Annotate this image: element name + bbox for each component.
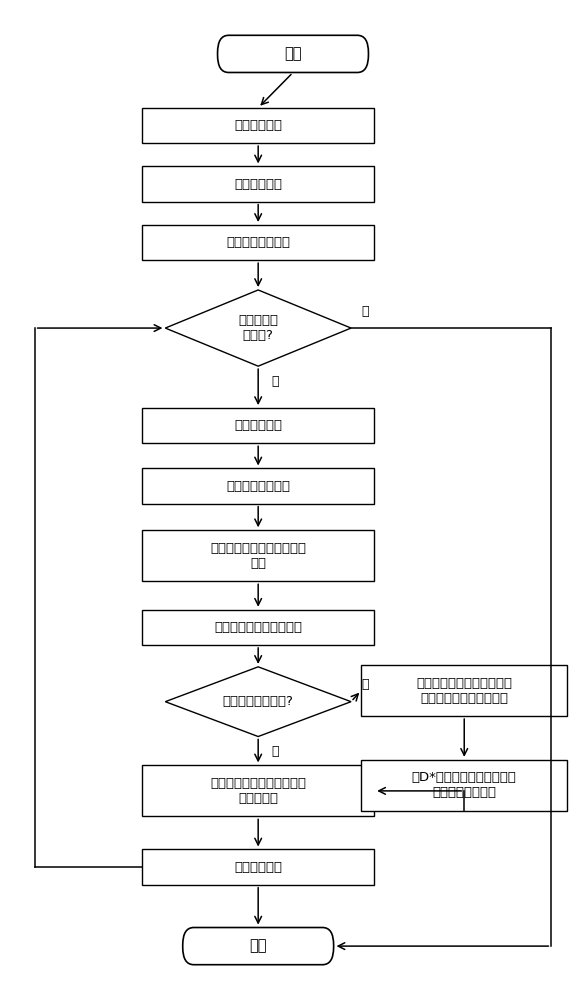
Bar [142, 108, 374, 143]
Bar [142, 166, 374, 202]
Text: 结束: 结束 [250, 939, 267, 954]
Text: 用生物激励神经网络模型决
策下一位置: 用生物激励神经网络模型决 策下一位置 [210, 777, 306, 805]
Text: 构建栅格地图: 构建栅格地图 [234, 119, 282, 132]
Text: 移动到新位置: 移动到新位置 [234, 861, 282, 874]
Text: 是: 是 [362, 678, 369, 691]
Bar [361, 665, 567, 716]
Text: 更新神经元活性值分布图: 更新神经元活性值分布图 [214, 621, 302, 634]
Text: 用D*算法规划当前位置到目
标位置的最短路径: 用D*算法规划当前位置到目 标位置的最短路径 [412, 771, 517, 799]
FancyBboxPatch shape [183, 928, 333, 965]
Text: 读取激光测距数据: 读取激光测距数据 [226, 480, 290, 493]
Bar [361, 760, 567, 811]
Bar [142, 849, 374, 885]
Bar [142, 468, 374, 504]
Bar [142, 408, 374, 443]
Bar [142, 225, 374, 260]
Text: 判断是否陷入死锁?: 判断是否陷入死锁? [223, 695, 294, 708]
Polygon shape [165, 290, 351, 366]
Text: 初始化神经元活性: 初始化神经元活性 [226, 236, 290, 249]
Bar [142, 530, 374, 581]
Text: 判断队列是
否为空?: 判断队列是 否为空? [238, 314, 278, 342]
Text: 是: 是 [362, 305, 369, 318]
FancyBboxPatch shape [217, 35, 369, 72]
Text: 找节点队列中距离当前时间
最近的节点作为目标位置: 找节点队列中距离当前时间 最近的节点作为目标位置 [416, 677, 512, 705]
Bar [142, 765, 374, 816]
Text: 否: 否 [272, 375, 280, 388]
Text: 更新节点队列: 更新节点队列 [234, 419, 282, 432]
Text: 否: 否 [272, 745, 280, 758]
Bar [142, 610, 374, 645]
Text: 构建节点队列: 构建节点队列 [234, 178, 282, 191]
Polygon shape [165, 667, 351, 737]
Text: 开始: 开始 [284, 46, 302, 61]
Text: 转化成环境中障碍物的栅格
坐标: 转化成环境中障碍物的栅格 坐标 [210, 542, 306, 570]
